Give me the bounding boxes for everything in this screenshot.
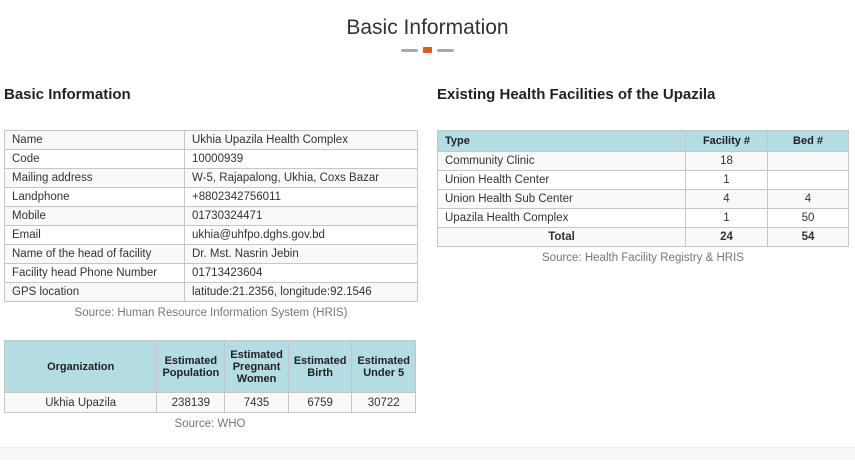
facilities-heading: Existing Health Facilities of the Upazil… [437,86,716,103]
total-bed-count: 54 [767,227,849,247]
field-label: Name [4,130,185,150]
population-table: Organization Estimated Population Estima… [3,340,416,413]
basic-info-source: Source: Human Resource Information Syste… [74,307,348,319]
facilities-section: Existing Health Facilities of the Upazil… [437,86,849,264]
table-row: Facility head Phone Number 01713423604 [4,263,418,283]
field-value: +8802342756011 [184,187,418,207]
population-source: Source: WHO [174,418,246,430]
field-label: GPS location [4,282,185,302]
facilities-source: Source: Health Facility Registry & HRIS [542,252,744,264]
facility-type: Community Clinic [437,151,686,171]
column-header-under5: Estimated Under 5 [351,340,416,393]
field-label: Email [4,225,185,245]
field-value: 01713423604 [184,263,418,283]
basic-info-section: Basic Information Name Ukhia Upazila Hea… [4,86,418,319]
estimated-birth: 6759 [287,392,353,413]
field-value: ukhia@uhfpo.dghs.gov.bd [184,225,418,245]
field-label: Landphone [4,187,185,207]
column-header-facility: Facility # [685,130,768,152]
population-section: Organization Estimated Population Estima… [3,340,416,430]
field-label: Mailing address [4,168,185,188]
facility-type: Union Health Sub Center [437,189,686,209]
column-header-birth: Estimated Birth [287,340,353,393]
column-header-population: Estimated Population [156,340,226,393]
facility-count: 1 [685,170,768,190]
facility-type: Upazila Health Complex [437,208,686,228]
basic-info-heading: Basic Information [4,86,131,103]
facilities-table: Type Facility # Bed # Community Clinic 1… [437,130,849,247]
basic-info-table: Name Ukhia Upazila Health Complex Code 1… [4,130,418,302]
table-header-row: Type Facility # Bed # [437,130,849,152]
footer-band [0,447,855,460]
table-row: Upazila Health Complex 1 50 [437,208,849,228]
divider-accent-square [423,47,432,53]
column-header-bed: Bed # [767,130,849,152]
table-header-row: Organization Estimated Population Estima… [3,340,416,393]
table-row: Name of the head of facility Dr. Mst. Na… [4,244,418,264]
page-title: Basic Information [346,16,509,39]
divider-dash-left [401,48,418,52]
field-value: 10000939 [184,149,418,169]
field-value: Dr. Mst. Nasrin Jebin [184,244,418,264]
field-value: W-5, Rajapalong, Ukhia, Coxs Bazar [184,168,418,188]
table-row: Union Health Sub Center 4 4 [437,189,849,209]
table-row: Ukhia Upazila 238139 7435 6759 30722 [3,392,416,413]
facility-count: 4 [685,189,768,209]
field-value: Ukhia Upazila Health Complex [184,130,418,150]
column-header-type: Type [437,130,686,152]
title-divider [0,47,855,53]
field-label: Mobile [4,206,185,226]
table-row: Mobile 01730324471 [4,206,418,226]
table-row: Email ukhia@uhfpo.dghs.gov.bd [4,225,418,245]
table-row: Union Health Center 1 [437,170,849,190]
field-label: Name of the head of facility [4,244,185,264]
field-value: latitude:21.2356, longitude:92.1546 [184,282,418,302]
bed-count: 4 [767,189,849,209]
facility-count: 18 [685,151,768,171]
table-row: Community Clinic 18 [437,151,849,171]
facility-type: Union Health Center [437,170,686,190]
estimated-population: 238139 [156,392,226,413]
column-header-pregnant-women: Estimated Pregnant Women [224,340,289,393]
divider-dash-right [437,48,454,52]
table-row: Code 10000939 [4,149,418,169]
bed-count [767,151,849,171]
organization-name: Ukhia Upazila [3,392,158,413]
estimated-pregnant-women: 7435 [224,392,289,413]
table-row: GPS location latitude:21.2356, longitude… [4,282,418,302]
bed-count: 50 [767,208,849,228]
field-label: Code [4,149,185,169]
total-label: Total [437,227,686,247]
field-value: 01730324471 [184,206,418,226]
facility-count: 1 [685,208,768,228]
table-total-row: Total 24 54 [437,227,849,247]
bed-count [767,170,849,190]
total-facility-count: 24 [685,227,768,247]
column-header-organization: Organization [3,340,158,393]
table-row: Mailing address W-5, Rajapalong, Ukhia, … [4,168,418,188]
estimated-under5: 30722 [351,392,416,413]
field-label: Facility head Phone Number [4,263,185,283]
table-row: Landphone +8802342756011 [4,187,418,207]
table-row: Name Ukhia Upazila Health Complex [4,130,418,150]
